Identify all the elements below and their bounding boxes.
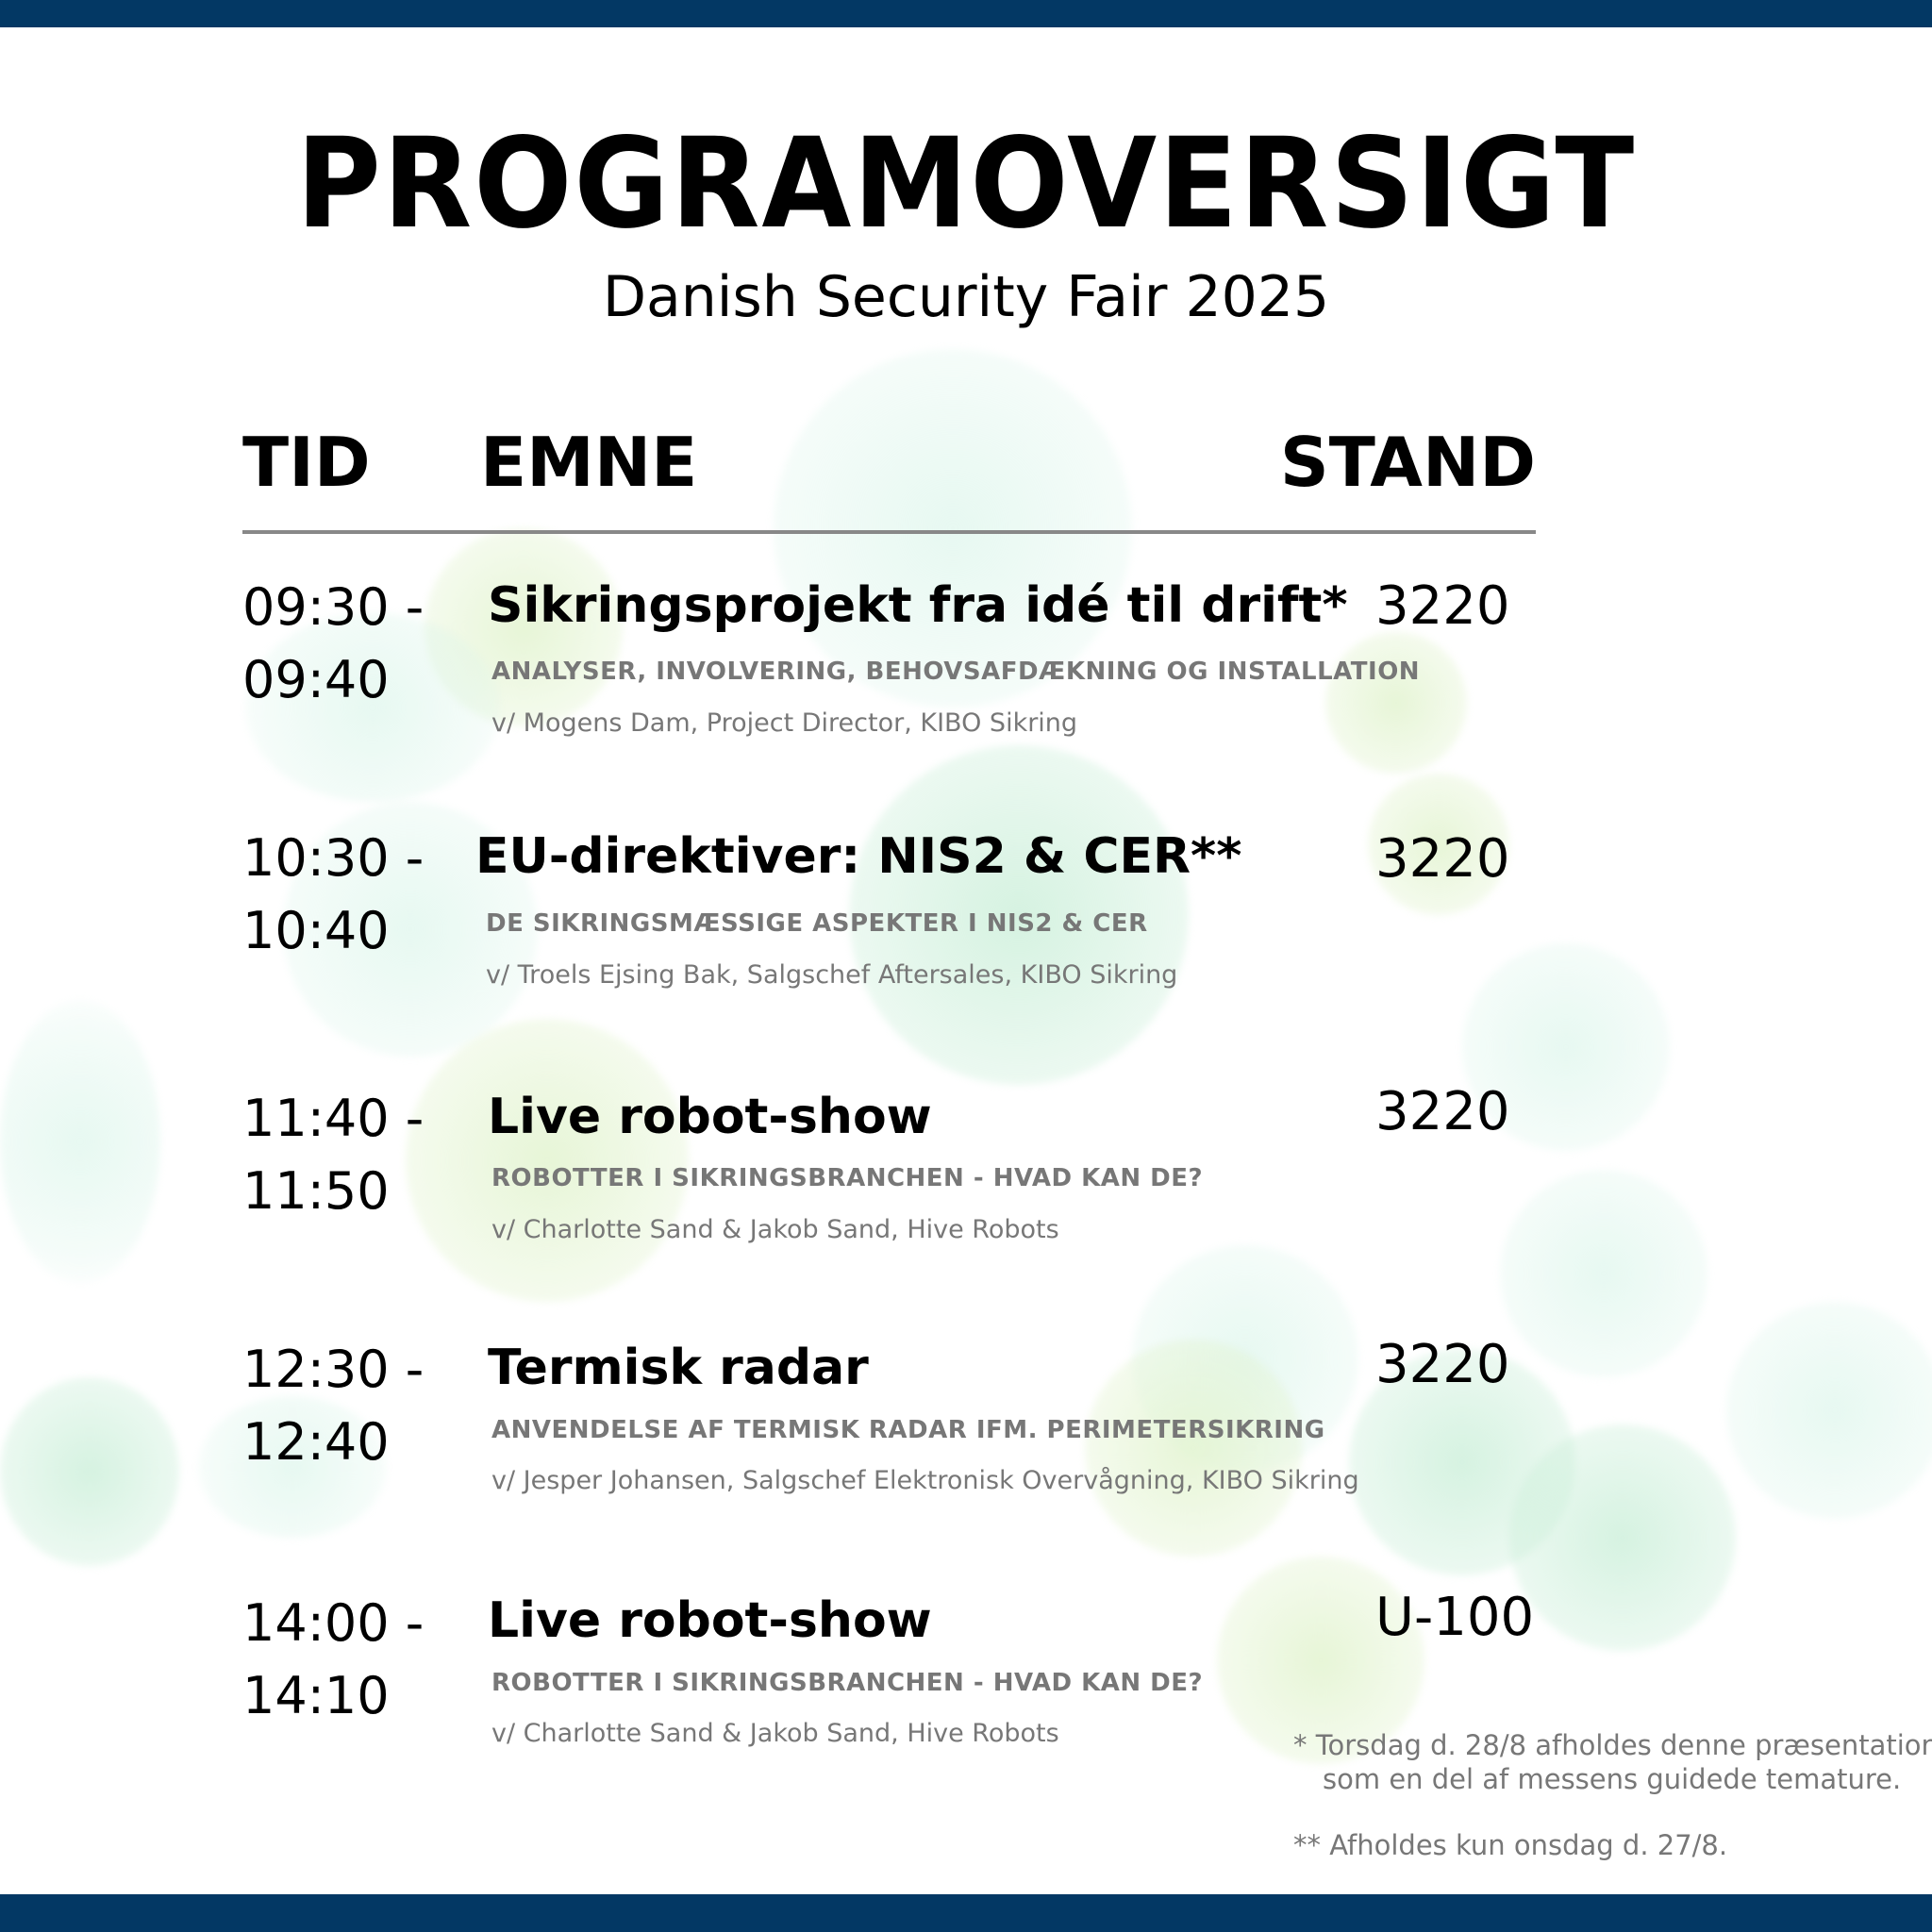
bubble — [1217, 1557, 1424, 1764]
session-speaker: v/ Jesper Johansen, Salgschef Elektronis… — [491, 1466, 1359, 1495]
session-title: Live robot-show — [488, 1592, 932, 1649]
bubble — [0, 1377, 179, 1566]
session-subtitle: ANALYSER, INVOLVERING, BEHOVSAFDÆKNING O… — [491, 658, 1421, 686]
footnote-single-asterisk-line2: som en del af messens guidede temature. — [1323, 1763, 1902, 1795]
time-end: 09:40 — [242, 650, 390, 709]
stand-number: U-100 — [1375, 1587, 1535, 1648]
bubble — [1085, 1340, 1302, 1557]
column-header-stand: STAND — [1279, 423, 1536, 502]
time-start: 12:30 - — [242, 1340, 425, 1399]
stand-number: 3220 — [1375, 1334, 1510, 1395]
stand-number: 3220 — [1375, 1081, 1510, 1142]
bubble — [245, 613, 500, 802]
bubble — [1500, 1170, 1707, 1377]
time-end: 10:40 — [242, 901, 390, 960]
session-speaker: v/ Charlotte Sand & Jakob Sand, Hive Rob… — [491, 1719, 1059, 1748]
bubble — [1368, 774, 1509, 915]
time-start: 10:30 - — [242, 828, 425, 888]
bubble — [1325, 632, 1467, 774]
page-title: PROGRAMOVERSIGT — [295, 111, 1637, 257]
bubble — [1462, 943, 1670, 1151]
bubble — [1509, 1424, 1736, 1651]
time-end: 11:50 — [242, 1161, 390, 1221]
bubble — [849, 745, 1189, 1085]
column-header-topic: EMNE — [480, 423, 698, 502]
time-end: 12:40 — [242, 1412, 390, 1472]
session-subtitle: ANVENDELSE AF TERMISK RADAR IFM. PERIMET… — [491, 1416, 1325, 1444]
stand-number: 3220 — [1375, 828, 1510, 890]
bubble — [198, 1396, 387, 1538]
bubble — [774, 349, 1132, 708]
session-subtitle: DE SIKRINGSMÆSSIGE ASPEKTER I NIS2 & CER — [486, 909, 1148, 938]
session-title: Sikringsprojekt fra idé til drift* — [488, 577, 1348, 634]
time-start: 09:30 - — [242, 577, 425, 637]
session-speaker: v/ Mogens Dam, Project Director, KIBO Si… — [491, 708, 1078, 738]
top-bar — [0, 0, 1932, 27]
bubble — [1726, 1302, 1932, 1519]
time-start: 14:00 - — [242, 1593, 425, 1653]
time-start: 11:40 - — [242, 1089, 425, 1148]
time-end: 14:10 — [242, 1666, 390, 1725]
bubble — [283, 802, 538, 1057]
session-subtitle: ROBOTTER I SIKRINGSBRANCHEN - HVAD KAN D… — [491, 1669, 1204, 1697]
header-divider — [242, 530, 1536, 534]
session-subtitle: ROBOTTER I SIKRINGSBRANCHEN - HVAD KAN D… — [491, 1164, 1204, 1192]
bottom-bar — [0, 1894, 1932, 1932]
footnote-single-asterisk-line1: * Torsdag d. 28/8 afholdes denne præsent… — [1293, 1729, 1932, 1761]
bubble — [0, 1000, 160, 1283]
footnote-double-asterisk: ** Afholdes kun onsdag d. 27/8. — [1293, 1829, 1728, 1861]
session-speaker: v/ Troels Ejsing Bak, Salgschef Aftersal… — [486, 960, 1178, 990]
session-title: Termisk radar — [488, 1340, 869, 1396]
column-header-time: TID — [242, 423, 371, 502]
session-title: EU-direktiver: NIS2 & CER** — [475, 828, 1242, 885]
bubble — [406, 1019, 689, 1302]
stand-number: 3220 — [1375, 575, 1510, 637]
page-subtitle: Danish Security Fair 2025 — [602, 264, 1330, 330]
session-speaker: v/ Charlotte Sand & Jakob Sand, Hive Rob… — [491, 1215, 1059, 1244]
session-title: Live robot-show — [488, 1089, 932, 1145]
